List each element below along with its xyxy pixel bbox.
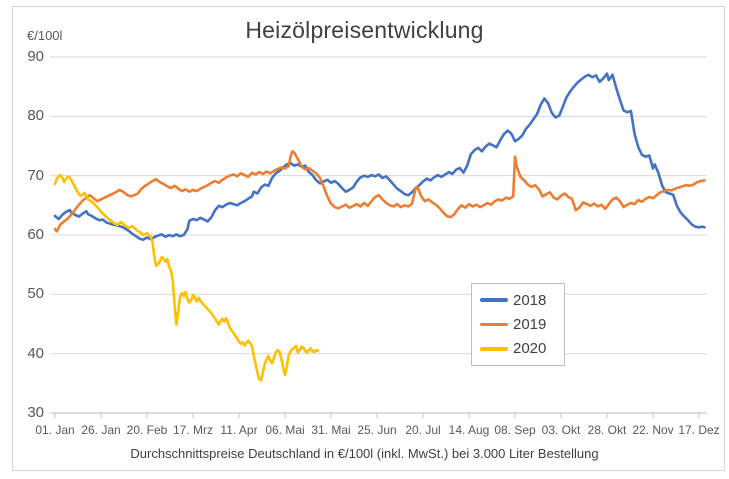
- legend: 2018 2019 2020: [471, 283, 565, 366]
- legend-line-swatch-2019: [480, 322, 508, 327]
- series-line-2018: [53, 72, 706, 241]
- chart-outer-border: [12, 6, 725, 471]
- x-axis-tick-label: 08. Sep: [494, 423, 536, 437]
- legend-item-2018: 2018: [480, 292, 556, 309]
- y-axis-tick-label: 60: [27, 226, 44, 243]
- y-axis-tick-label: 40: [27, 344, 44, 362]
- x-axis-tick-label: 20. Feb: [126, 423, 168, 437]
- legend-line-swatch-2020: [480, 347, 508, 351]
- chart-subtitle: Durchschnittspreise Deutschland in €/100…: [130, 446, 599, 461]
- x-axis-tick-label: 06. Mai: [265, 423, 305, 437]
- y-axis-tick-label: 80: [27, 107, 44, 125]
- x-axis-tick-label: 17. Mrz: [172, 423, 213, 437]
- x-axis-tick-label: 17. Dez: [678, 423, 720, 437]
- series-line-2020: [53, 173, 320, 382]
- x-axis-tick-label: 01. Jan: [35, 423, 75, 437]
- legend-item-2019: 2019: [480, 316, 556, 333]
- x-axis-tick-label: 20. Jul: [405, 423, 441, 437]
- legend-line-swatch-2018: [480, 298, 508, 302]
- y-axis-tick-label: 70: [27, 166, 44, 184]
- x-axis-tick-label: 03. Okt: [541, 423, 581, 437]
- chart-title: Heizölpreisentwicklung: [245, 17, 484, 43]
- series-line-2019: [53, 150, 706, 233]
- legend-item-2020: 2020: [480, 340, 556, 357]
- x-axis-tick-label: 11. Apr: [220, 423, 258, 437]
- legend-label: 2020: [513, 340, 547, 358]
- legend-label: 2018: [513, 291, 547, 309]
- x-axis-tick-label: 28. Okt: [587, 423, 627, 437]
- y-axis-tick-label: 50: [27, 285, 44, 303]
- x-axis-tick-label: 25. Jun: [357, 423, 397, 437]
- legend-label: 2019: [513, 315, 547, 333]
- y-axis-tick-label: 30: [27, 404, 44, 421]
- y-axis-unit-label: €/100l: [27, 28, 63, 43]
- x-axis-tick-label: 31. Mai: [311, 423, 351, 437]
- x-axis-tick-label: 26. Jan: [81, 423, 121, 437]
- x-axis-tick-label: 22. Nov: [632, 423, 674, 437]
- y-axis-tick-label: 90: [27, 48, 44, 65]
- x-axis-tick-label: 14. Aug: [448, 423, 490, 437]
